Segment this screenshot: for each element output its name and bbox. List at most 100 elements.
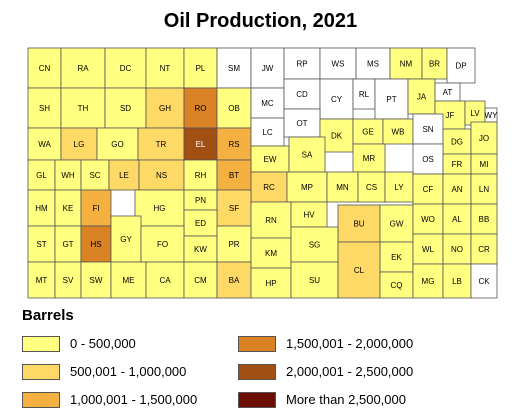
county-shape xyxy=(250,171,288,203)
county-nt: NT xyxy=(145,47,185,89)
county-label: LY xyxy=(394,183,404,192)
legend-swatch xyxy=(238,336,276,352)
county-label: FO xyxy=(157,240,168,249)
county-label: FI xyxy=(92,204,99,213)
county-lv: LV xyxy=(464,100,486,126)
county-label: BA xyxy=(229,276,240,285)
county-os: OS xyxy=(412,143,444,175)
county-label: PR xyxy=(228,240,239,249)
county-wa: WA xyxy=(27,127,62,161)
county-ns: NS xyxy=(138,159,185,191)
county-shape xyxy=(470,173,498,205)
county-shape xyxy=(216,159,252,191)
county-ew: EW xyxy=(250,145,290,173)
county-shape xyxy=(96,127,139,161)
county-label: SD xyxy=(120,104,131,113)
county-label: LV xyxy=(470,109,480,118)
county-shape xyxy=(250,201,292,239)
county-wo: WO xyxy=(412,203,444,235)
county-sa: SA xyxy=(288,136,326,173)
county-label: ED xyxy=(195,219,206,228)
county-label: MG xyxy=(422,277,435,286)
county-nm: NM xyxy=(389,47,423,80)
county-label: HM xyxy=(35,204,48,213)
county-cy: CY xyxy=(319,78,354,120)
county-label: KE xyxy=(63,204,74,213)
county-shape xyxy=(27,127,62,161)
county-label: DC xyxy=(120,64,132,73)
legend-label: 1,000,001 - 1,500,000 xyxy=(70,392,198,407)
county-wl: WL xyxy=(412,233,444,265)
legend-label: More than 2,500,000 xyxy=(286,392,406,407)
county-label: LG xyxy=(74,140,85,149)
county-shape xyxy=(379,204,414,243)
county-shape xyxy=(183,127,218,161)
county-label: CN xyxy=(39,64,51,73)
county-label: JO xyxy=(479,134,489,143)
county-label: HS xyxy=(90,240,101,249)
county-le: LE xyxy=(108,159,140,191)
county-mr: MR xyxy=(352,143,386,173)
county-shape xyxy=(470,233,498,265)
county-shape xyxy=(27,159,56,191)
county-shape xyxy=(27,87,62,129)
county-lb: LB xyxy=(442,263,472,299)
county-shape xyxy=(288,136,326,173)
county-sw: SW xyxy=(80,261,112,299)
county-shape xyxy=(216,47,252,89)
county-label: CK xyxy=(478,277,490,286)
county-dp: DP xyxy=(446,47,476,84)
county-label: SN xyxy=(422,125,433,134)
county-cn: CN xyxy=(27,47,62,89)
county-label: DP xyxy=(455,62,466,71)
county-label: GT xyxy=(62,240,73,249)
county-label: CS xyxy=(366,183,377,192)
county-shape xyxy=(54,159,82,191)
county-shape xyxy=(352,143,386,173)
county-label: JA xyxy=(417,93,427,102)
county-al: AL xyxy=(442,203,472,235)
county-shape xyxy=(137,127,185,161)
county-cl: CL xyxy=(337,241,381,299)
county-label: CF xyxy=(423,185,434,194)
county-ro: RO xyxy=(183,87,218,129)
county-bu: BU xyxy=(337,204,381,243)
county-rn: RN xyxy=(250,201,292,239)
legend-label: 500,001 - 1,000,000 xyxy=(70,364,187,379)
county-label: GH xyxy=(159,104,171,113)
county-sg: SG xyxy=(290,226,339,263)
county-ot: OT xyxy=(283,108,321,138)
county-sm: SM xyxy=(216,47,252,89)
county-shape xyxy=(379,271,414,299)
county-label: GO xyxy=(111,140,123,149)
county-label: NO xyxy=(451,245,463,254)
county-label: CA xyxy=(159,276,171,285)
county-wb: WB xyxy=(382,118,414,145)
county-mc: MC xyxy=(250,87,285,119)
county-label: RS xyxy=(228,140,239,149)
county-pl: PL xyxy=(183,47,218,89)
county-label: PN xyxy=(195,196,206,205)
county-ja: JA xyxy=(407,78,436,115)
legend-label: 0 - 500,000 xyxy=(70,336,136,351)
county-shape xyxy=(412,143,444,175)
county-me: ME xyxy=(110,261,147,299)
county-label: AL xyxy=(452,215,462,224)
county-label: PL xyxy=(196,64,206,73)
county-sf: SF xyxy=(216,189,252,227)
county-dc: DC xyxy=(104,47,147,89)
county-pr: PR xyxy=(216,225,252,263)
county-ba: BA xyxy=(216,261,252,299)
county-label: DG xyxy=(451,138,463,147)
county-shape xyxy=(60,127,98,161)
legend-swatch xyxy=(22,392,60,408)
county-shape xyxy=(357,171,386,203)
county-mt: MT xyxy=(27,261,56,299)
county-label: LB xyxy=(452,277,462,286)
county-shape xyxy=(470,203,498,235)
county-label: GY xyxy=(120,235,132,244)
legend-title: Barrels xyxy=(22,307,74,324)
county-label: AT xyxy=(443,88,453,97)
legend-swatch xyxy=(238,392,276,408)
county-label: WO xyxy=(421,215,435,224)
